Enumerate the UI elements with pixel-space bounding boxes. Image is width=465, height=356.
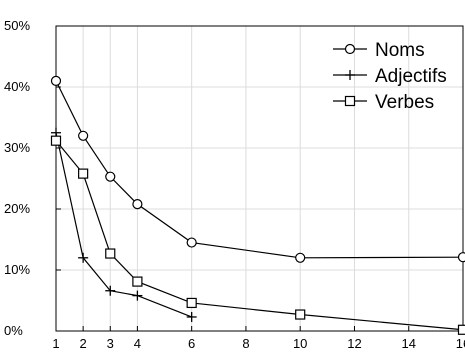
plot-frame <box>55 25 464 332</box>
legend-item-adjectifs: Adjectifs <box>333 66 447 87</box>
data-point-circle <box>50 75 62 87</box>
legend-item-noms: Noms <box>333 40 425 61</box>
data-point-circle <box>186 237 197 248</box>
data-point-plus <box>78 252 89 263</box>
x-tick-label: 8 <box>242 336 249 351</box>
series-verbes <box>50 135 465 335</box>
series-line <box>55 132 192 318</box>
data-point-plus <box>105 285 116 296</box>
data-point-square <box>50 135 62 146</box>
legend-label: Adjectifs <box>375 66 447 87</box>
data-point-plus <box>186 311 197 322</box>
x-tick-label: 4 <box>134 336 141 351</box>
data-point-square <box>344 95 356 107</box>
x-tick-label: 1 <box>52 336 59 351</box>
data-point-square <box>457 324 465 335</box>
series-layer <box>50 75 465 335</box>
x-tick-label: 3 <box>107 336 114 351</box>
axis-ticks: 0%10%20%30%40%50%12346810121416 <box>4 18 465 351</box>
x-tick-label: 10 <box>293 336 307 351</box>
y-tick-label: 30% <box>4 140 30 155</box>
x-tick-label: 16 <box>456 336 465 351</box>
data-point-circle <box>78 130 89 141</box>
y-tick-label: 20% <box>4 201 30 216</box>
x-tick-label: 2 <box>80 336 87 351</box>
data-point-circle <box>105 171 116 182</box>
data-point-square <box>186 297 197 309</box>
legend-item-verbes: Verbes <box>333 92 434 113</box>
x-tick-label: 14 <box>401 336 415 351</box>
series-noms <box>50 75 465 263</box>
data-point-square <box>78 168 89 179</box>
legend-label: Noms <box>375 40 425 61</box>
legend: Noms Adjectifs Verbes <box>333 40 447 113</box>
data-point-circle <box>132 199 143 210</box>
data-point-circle <box>295 252 306 263</box>
data-point-square <box>105 248 116 259</box>
y-tick-label: 10% <box>4 262 30 277</box>
data-point-square <box>132 276 143 287</box>
x-tick-label: 6 <box>188 336 195 351</box>
y-tick-label: 50% <box>4 18 30 33</box>
series-line <box>55 140 464 331</box>
data-point-square <box>295 309 306 320</box>
data-point-plus <box>132 290 143 301</box>
data-point-circle <box>344 43 356 55</box>
x-tick-label: 12 <box>347 336 361 351</box>
data-point-circle <box>457 252 465 263</box>
y-tick-label: 40% <box>4 79 30 94</box>
data-point-plus <box>345 70 355 80</box>
legend-label: Verbes <box>375 92 434 113</box>
series-adjectifs <box>51 127 197 322</box>
y-tick-label: 0% <box>4 323 23 338</box>
